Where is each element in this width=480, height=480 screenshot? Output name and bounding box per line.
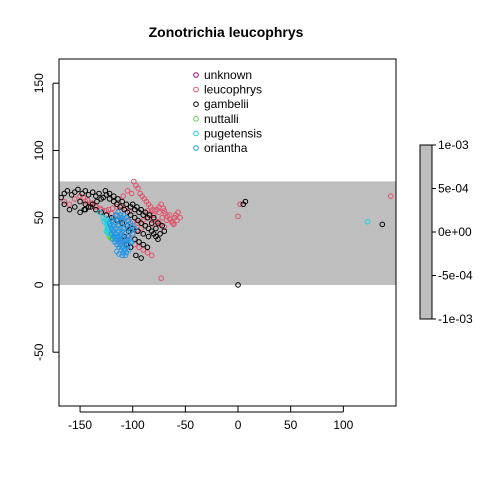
legend-marker — [194, 131, 199, 136]
legend-marker — [194, 73, 199, 78]
colorbar-tick-label: 0e+00 — [438, 225, 472, 239]
legend-marker — [194, 87, 199, 92]
y-tick-label: 100 — [32, 140, 46, 160]
legend-entry-leucophrys: leucophrys — [194, 83, 262, 97]
legend-entry-gambelii: gambelii — [194, 97, 249, 111]
x-tick-label: -100 — [121, 418, 145, 432]
legend: unknownleucophrysgambeliinuttallipugeten… — [194, 68, 262, 155]
legend-entry-unknown: unknown — [194, 68, 252, 82]
plot-area — [59, 179, 396, 287]
legend-label: gambelii — [204, 97, 249, 111]
legend-marker — [194, 102, 199, 107]
colorbar-tick-label: 1e-03 — [438, 138, 469, 152]
y-tick-label: 150 — [32, 73, 46, 93]
legend-label: nuttalli — [204, 112, 239, 126]
colorbar-tick-label: -1e-03 — [438, 312, 473, 326]
x-tick-label: 0 — [235, 418, 242, 432]
legend-entry-oriantha: oriantha — [194, 141, 248, 155]
colorbar: 1e-03 5e-04 0e+00 -5e-04 -1e-03 — [420, 138, 473, 326]
legend-entry-pugetensis: pugetensis — [194, 126, 262, 140]
x-tick-label: -150 — [68, 418, 92, 432]
legend-label: leucophrys — [204, 83, 262, 97]
colorbar-bar — [420, 145, 432, 319]
y-tick-label: -50 — [32, 343, 46, 361]
chart-title: Zonotrichia leucophrys — [149, 24, 304, 40]
y-tick-label: 0 — [32, 281, 46, 288]
colorbar-tick-label: 5e-04 — [438, 182, 469, 196]
colorbar-tick-label: -5e-04 — [438, 269, 473, 283]
y-tick-label: 50 — [32, 211, 46, 225]
x-tick-label: -50 — [177, 418, 195, 432]
legend-entry-nuttalli: nuttalli — [194, 112, 239, 126]
legend-label: unknown — [204, 68, 252, 82]
legend-marker — [194, 117, 199, 122]
x-tick-label: 50 — [284, 418, 298, 432]
legend-label: pugetensis — [204, 126, 262, 140]
legend-marker — [194, 146, 199, 151]
legend-label: oriantha — [204, 141, 248, 155]
x-tick-label: 100 — [333, 418, 353, 432]
